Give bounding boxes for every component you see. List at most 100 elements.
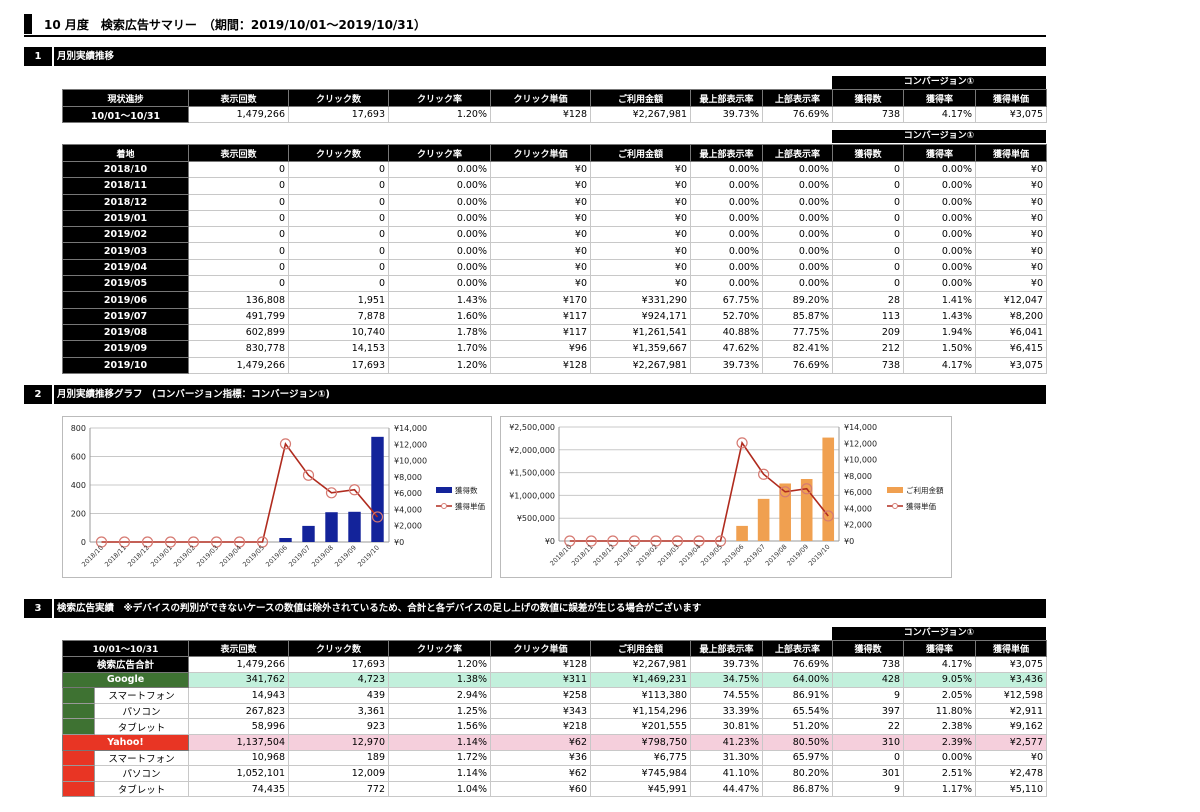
table-row: 10/01～10/31 1,479,266 17,693 1.20% ¥128 ¥2,26… bbox=[62, 106, 1047, 123]
cell-value: 491,799 bbox=[188, 307, 289, 325]
y-right-tick-label: ¥14,000 bbox=[844, 423, 877, 432]
cell-value: 0.00% bbox=[388, 193, 491, 211]
cell-value: 77.75% bbox=[762, 323, 833, 342]
cell-value: 2.94% bbox=[388, 687, 491, 704]
y-right-tick-label: ¥12,000 bbox=[394, 440, 427, 449]
device-label: スマートフォン bbox=[94, 687, 189, 704]
cell-value: 0.00% bbox=[762, 177, 833, 195]
cell-value: 397 bbox=[832, 702, 904, 720]
cell-value: 0.00% bbox=[903, 160, 976, 179]
bar bbox=[736, 525, 748, 541]
x-tick-label: 2019/09 bbox=[333, 544, 358, 569]
cell-value: 428 bbox=[832, 671, 904, 689]
total-row: 検索広告合計 1,479,266 17,693 1.20% ¥128 ¥2,267,981… bbox=[62, 656, 1047, 673]
cell-value: ¥3,075 bbox=[975, 356, 1047, 374]
column-header: クリック率 bbox=[388, 640, 491, 657]
cell-value: ¥0 bbox=[490, 209, 591, 228]
conversion-group-header: コンバージョン① bbox=[832, 627, 1046, 640]
y-right-tick-label: ¥8,000 bbox=[394, 473, 422, 482]
row-label: 2019/04 bbox=[62, 258, 189, 277]
cell-value: 1.60% bbox=[388, 307, 491, 325]
conversions-chart: 0 200 400 600 800 ¥0 ¥2,000 ¥4,000 ¥6,000 ¥8,000 ¥… bbox=[62, 416, 492, 578]
column-header: ご利用金額 bbox=[590, 144, 691, 162]
cell-value: 1,137,504 bbox=[188, 733, 289, 751]
cell-value: 0.00% bbox=[903, 749, 976, 767]
cell-value: ¥9,162 bbox=[975, 718, 1047, 735]
cell-value: ¥128 bbox=[490, 656, 591, 673]
cell-value: 1,479,266 bbox=[188, 356, 289, 374]
column-header: 上部表示率 bbox=[762, 144, 833, 162]
table-row: 2019/10 1,479,266 17,693 1.20% ¥128 ¥2,267,98… bbox=[62, 356, 1047, 374]
table-row: 2019/03 0 0 0.00% ¥0 ¥0 0.00% 0.00% 0 0.00% ¥0 bbox=[62, 242, 1047, 260]
cell-value: 212 bbox=[832, 340, 904, 358]
line-marker bbox=[736, 437, 748, 449]
cell-value: 1.94% bbox=[903, 323, 976, 342]
device-row: タブレット 74,435 772 1.04% ¥60 ¥45,991 44.47% 86.87… bbox=[62, 780, 1047, 798]
bar bbox=[779, 483, 791, 541]
cell-value: ¥0 bbox=[590, 193, 691, 211]
cell-value: 0.00% bbox=[762, 160, 833, 179]
bar bbox=[348, 511, 361, 542]
current-progress-table: 現状進捗 表示回数 クリック数 クリック率 クリック単価 ご利用金額 最上部表示率 上部表示率… bbox=[62, 89, 1047, 123]
section-title: 月別実績推移グラフ (コンバージョン指標：コンバージョン①) bbox=[54, 385, 1046, 404]
cell-value: 39.73% bbox=[690, 656, 763, 673]
cell-value: 0 bbox=[832, 193, 904, 211]
cell-value: 0.00% bbox=[690, 226, 763, 244]
cell-value: 14,153 bbox=[288, 340, 389, 358]
cell-value: 0 bbox=[288, 209, 389, 228]
row-label: 2018/11 bbox=[62, 177, 189, 195]
cell-value: 1,479,266 bbox=[188, 106, 289, 123]
cell-value: 0 bbox=[288, 226, 389, 244]
bar bbox=[279, 538, 292, 542]
cell-value: 4.17% bbox=[903, 656, 976, 673]
y-right-tick-label: ¥2,000 bbox=[394, 522, 422, 531]
column-header: 獲得率 bbox=[903, 89, 976, 107]
cell-value: 40.88% bbox=[690, 323, 763, 342]
cell-value: 0 bbox=[288, 193, 389, 211]
line-marker bbox=[279, 438, 292, 450]
row-label: Google bbox=[62, 671, 189, 689]
cell-value: 74.55% bbox=[690, 687, 763, 704]
x-tick-label: 2018/10 bbox=[80, 544, 105, 569]
x-tick-label: 2019/08 bbox=[310, 544, 335, 569]
cell-value: 0 bbox=[188, 193, 289, 211]
x-tick-label: 2019/06 bbox=[721, 543, 746, 568]
y-right-tick-label: ¥12,000 bbox=[844, 439, 877, 448]
column-header: クリック数 bbox=[288, 89, 389, 107]
cell-value: ¥2,267,981 bbox=[590, 106, 691, 123]
cell-value: ¥1,359,667 bbox=[590, 340, 691, 358]
cell-value: 1.56% bbox=[388, 718, 491, 735]
cell-value: 17,693 bbox=[288, 656, 389, 673]
column-header: クリック単価 bbox=[490, 144, 591, 162]
row-label: 2019/01 bbox=[62, 209, 189, 228]
cell-value: 0.00% bbox=[762, 275, 833, 293]
row-label: 検索広告合計 bbox=[62, 656, 189, 673]
cell-value: ¥117 bbox=[490, 323, 591, 342]
cell-value: 830,778 bbox=[188, 340, 289, 358]
cell-value: 89.20% bbox=[762, 291, 833, 309]
cell-value: ¥0 bbox=[490, 258, 591, 277]
cell-value: 1.17% bbox=[903, 780, 976, 798]
cell-value: ¥12,047 bbox=[975, 291, 1047, 309]
line-marker bbox=[256, 536, 269, 548]
row-label: 2019/07 bbox=[62, 307, 189, 325]
cell-value: 17,693 bbox=[288, 106, 389, 123]
cell-value: 9 bbox=[832, 780, 904, 798]
y-right-tick-label: ¥10,000 bbox=[844, 456, 877, 465]
cell-value: 1.43% bbox=[903, 307, 976, 325]
cell-value: 602,899 bbox=[188, 323, 289, 342]
cell-value: ¥2,267,981 bbox=[590, 356, 691, 374]
cell-value: 738 bbox=[832, 356, 904, 374]
cell-value: 0.00% bbox=[903, 209, 976, 228]
section-number: 3 bbox=[24, 599, 52, 618]
cell-value: ¥3,075 bbox=[975, 656, 1047, 673]
row-header-label: 着地 bbox=[62, 144, 189, 162]
cell-value: 41.10% bbox=[690, 765, 763, 782]
cell-value: 1,052,101 bbox=[188, 765, 289, 782]
cell-value: ¥2,577 bbox=[975, 733, 1047, 751]
cell-value: 2.39% bbox=[903, 733, 976, 751]
column-header: 上部表示率 bbox=[762, 640, 833, 657]
cell-value: 4.17% bbox=[903, 356, 976, 374]
y-right-tick-label: ¥14,000 bbox=[394, 424, 427, 433]
cell-value: 86.87% bbox=[762, 780, 833, 798]
